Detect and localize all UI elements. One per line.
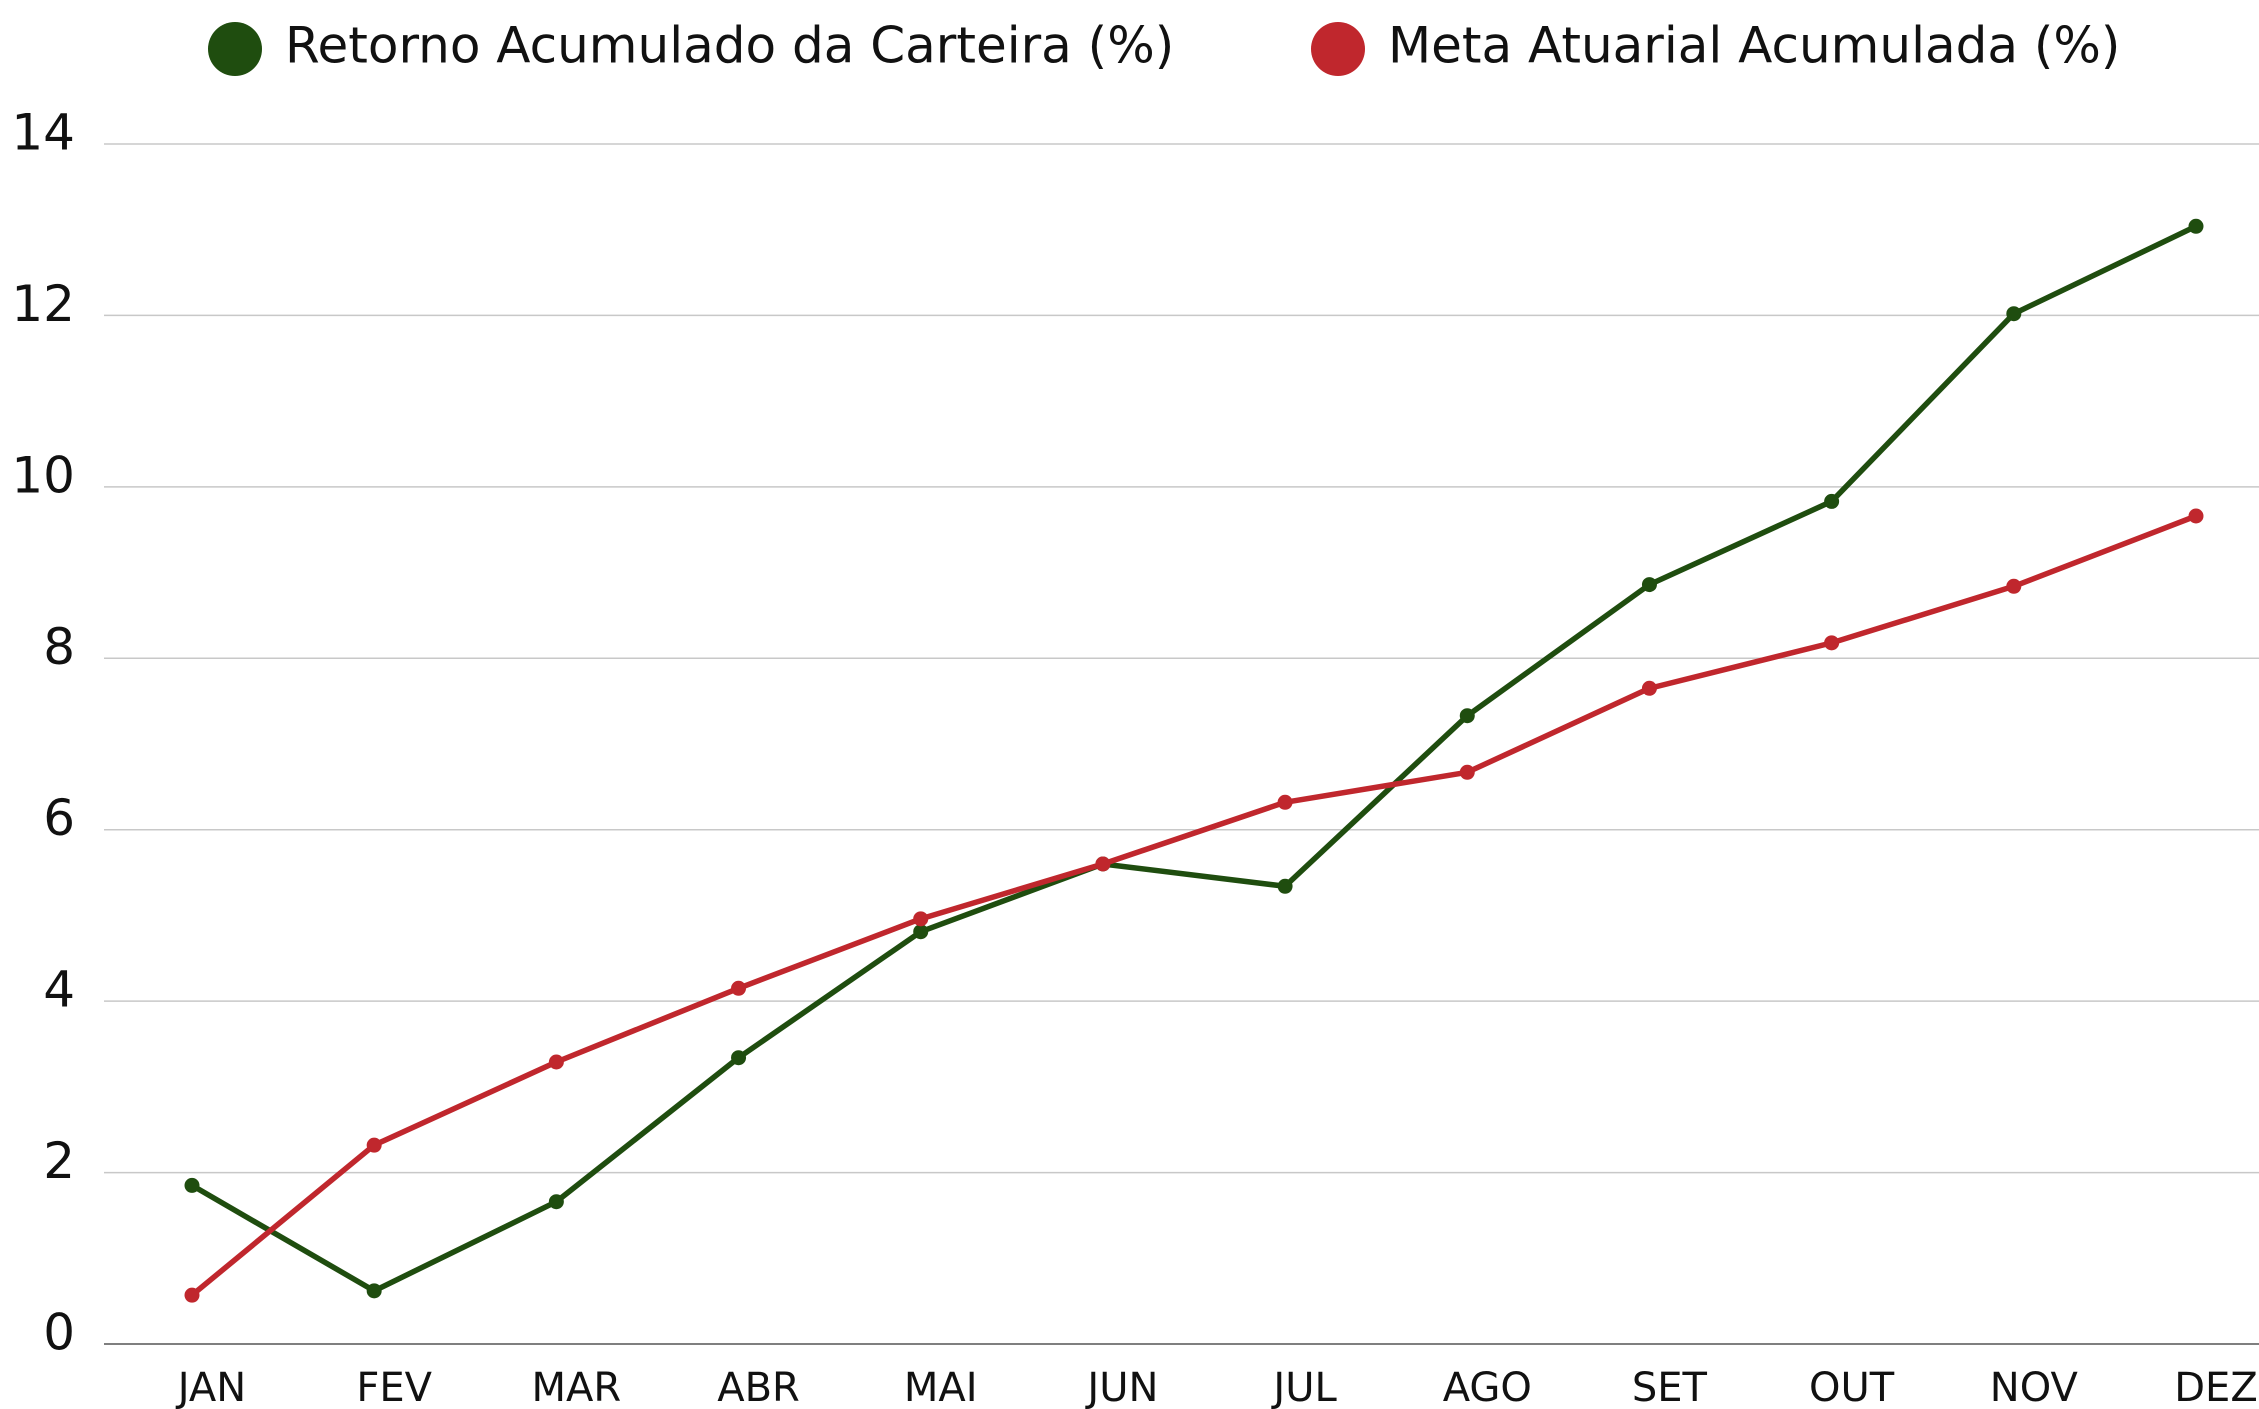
x-tick-label: JUL — [1270, 1365, 1337, 1409]
y-tick-label: 6 — [43, 789, 75, 847]
marker — [366, 1283, 382, 1299]
marker — [2188, 508, 2204, 524]
y-tick-label: 14 — [11, 104, 75, 162]
marker — [548, 1054, 564, 1070]
marker — [1095, 856, 1111, 872]
marker — [1459, 764, 1475, 780]
x-tick-label: ABR — [717, 1365, 800, 1409]
marker — [184, 1177, 200, 1193]
x-tick-label: NOV — [1990, 1365, 2079, 1409]
marker — [731, 1050, 747, 1066]
marker — [1641, 577, 1657, 593]
y-tick-label: 4 — [43, 961, 75, 1019]
marker — [913, 911, 929, 927]
marker — [913, 924, 929, 940]
y-tick-label: 10 — [11, 446, 75, 504]
legend-swatch — [208, 22, 262, 76]
marker — [2006, 306, 2022, 322]
marker — [1824, 635, 1840, 651]
x-tick-label: OUT — [1809, 1365, 1895, 1409]
line — [190, 513, 2197, 1298]
marker — [2188, 218, 2204, 234]
marker — [731, 980, 747, 996]
marker — [184, 1287, 200, 1303]
line — [190, 223, 2198, 1294]
x-tick-label: MAR — [532, 1365, 622, 1409]
x-tick-label: FEV — [356, 1365, 432, 1409]
marker — [1277, 794, 1293, 810]
y-tick-label: 2 — [43, 1132, 75, 1190]
marker — [1824, 493, 1840, 509]
x-tick-label: DEZ — [2174, 1365, 2257, 1409]
marker — [548, 1194, 564, 1210]
legend-label: Meta Atuarial Acumulada (%) — [1388, 17, 2120, 75]
x-tick-label: SET — [1632, 1365, 1708, 1409]
legend-swatch — [1311, 22, 1365, 76]
marker — [366, 1137, 382, 1153]
marker — [1277, 878, 1293, 894]
marker — [1641, 680, 1657, 696]
marker — [2006, 578, 2022, 594]
x-tick-label: JAN — [175, 1365, 246, 1409]
y-tick-label: 12 — [11, 275, 75, 333]
y-tick-label: 0 — [43, 1304, 75, 1362]
marker — [1459, 708, 1475, 724]
x-tick-label: JUN — [1084, 1365, 1158, 1409]
x-tick-label: MAI — [904, 1365, 978, 1409]
x-tick-label: AGO — [1443, 1365, 1532, 1409]
y-tick-label: 8 — [43, 618, 75, 676]
legend-label: Retorno Acumulado da Carteira (%) — [285, 17, 1174, 75]
